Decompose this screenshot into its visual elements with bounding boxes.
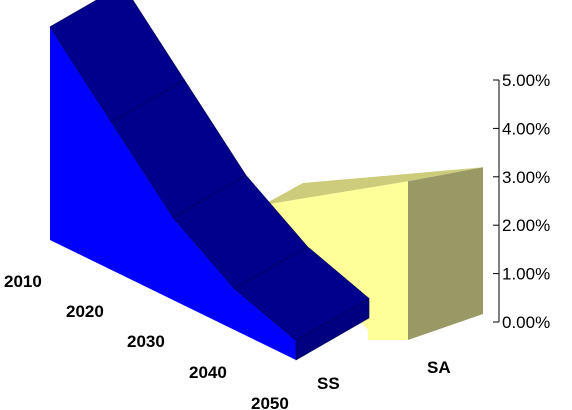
value-axis-tick-label: 2.00%: [502, 216, 550, 235]
category-label: 2020: [66, 302, 104, 321]
value-axis-tick-label: 5.00%: [502, 71, 550, 90]
ss-series: [49, 0, 370, 361]
series-label: SS: [317, 374, 340, 393]
ss-front-face: [50, 26, 296, 361]
category-label: 2010: [4, 272, 42, 291]
category-label: 2050: [251, 394, 289, 410]
sa-top-face: [263, 167, 483, 205]
value-axis-tick-label: 4.00%: [502, 119, 550, 138]
sa-front-face: [263, 181, 408, 340]
labels: 2010 2020 2030 2040 2050 SS SA: [4, 272, 451, 410]
sa-end-face: [408, 167, 483, 340]
value-axis: 0.00% 1.00% 2.00% 3.00% 4.00% 5.00%: [493, 71, 550, 332]
value-axis-tick-label: 1.00%: [502, 265, 550, 284]
ss-end-face: [295, 297, 370, 361]
series-label: SA: [427, 358, 451, 377]
category-label: 2030: [127, 332, 165, 351]
category-label: 2040: [189, 363, 227, 382]
sa-series: [263, 167, 483, 340]
value-axis-tick-label: 3.00%: [502, 168, 550, 187]
value-axis-tick-label: 0.00%: [502, 313, 550, 332]
